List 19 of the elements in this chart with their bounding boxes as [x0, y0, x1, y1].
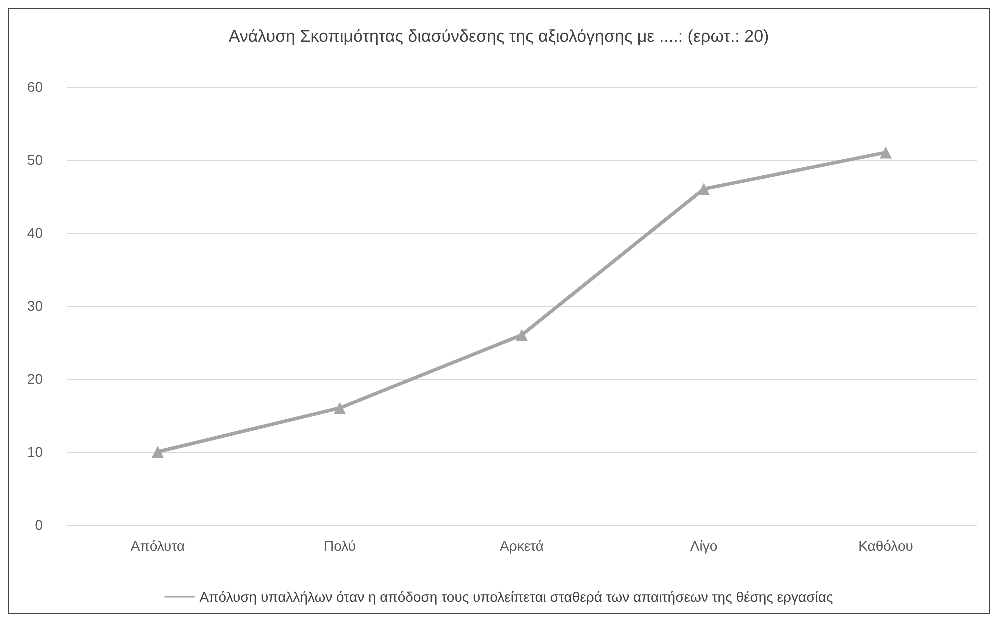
x-tick-label: Λίγο — [690, 538, 718, 554]
point — [880, 146, 892, 159]
y-tick-label: 40 — [27, 225, 44, 241]
y-tick-label: 50 — [27, 152, 44, 168]
legend-label: Απόλυση υπαλλήλων όταν η απόδοση τους υπολείπεται σταθερά των απαιτήσεων της θέσης εργασίας — [200, 589, 834, 605]
point — [334, 402, 346, 414]
point — [516, 329, 528, 342]
point — [698, 183, 710, 196]
x-tick-label: Αρκετά — [500, 538, 544, 554]
x-tick-label: Καθόλου — [858, 538, 914, 554]
chart-title: Ανάλυση Σκοπιμότητας διασύνδεσης της αξιολόγησης με ....: (ερωτ.: 20) — [228, 27, 770, 46]
y-tick-label: 0 — [35, 517, 44, 533]
point — [152, 446, 164, 458]
y-tick-label: 30 — [27, 298, 44, 314]
y-tick-label: 60 — [27, 79, 44, 95]
x-tick-label: Πολύ — [324, 538, 356, 554]
x-tick-label: Απόλυτα — [130, 538, 186, 554]
y-tick-label: 20 — [27, 371, 44, 387]
y-tick-label: 10 — [27, 444, 44, 460]
